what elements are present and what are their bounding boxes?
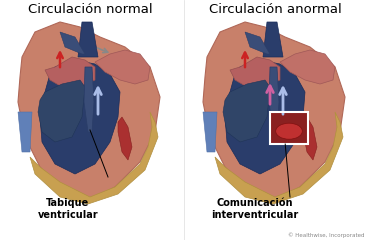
Text: © Healthwise, Incorporated: © Healthwise, Incorporated <box>289 232 365 238</box>
Polygon shape <box>263 22 283 57</box>
Polygon shape <box>18 112 32 152</box>
Polygon shape <box>18 22 160 200</box>
Polygon shape <box>203 22 345 200</box>
Polygon shape <box>223 80 270 142</box>
Polygon shape <box>203 112 217 152</box>
Polygon shape <box>269 67 279 132</box>
Text: Circulación normal: Circulación normal <box>28 3 152 16</box>
Polygon shape <box>303 117 317 160</box>
Polygon shape <box>118 117 132 160</box>
Ellipse shape <box>276 123 302 139</box>
Polygon shape <box>84 67 94 132</box>
Polygon shape <box>95 50 150 84</box>
Polygon shape <box>280 50 335 84</box>
Polygon shape <box>215 112 343 204</box>
Polygon shape <box>78 22 98 57</box>
Polygon shape <box>45 57 95 87</box>
Polygon shape <box>60 32 85 54</box>
Text: Tabique
ventricular: Tabique ventricular <box>38 198 98 220</box>
Polygon shape <box>230 57 280 87</box>
Polygon shape <box>38 80 85 142</box>
Bar <box>270 112 308 144</box>
Polygon shape <box>40 60 120 174</box>
Polygon shape <box>30 112 158 204</box>
Text: Comunicación
interventricular: Comunicación interventricular <box>211 198 298 220</box>
Text: Circulación anormal: Circulación anormal <box>209 3 342 16</box>
Polygon shape <box>225 60 305 174</box>
Polygon shape <box>245 32 270 54</box>
Bar <box>270 112 308 144</box>
